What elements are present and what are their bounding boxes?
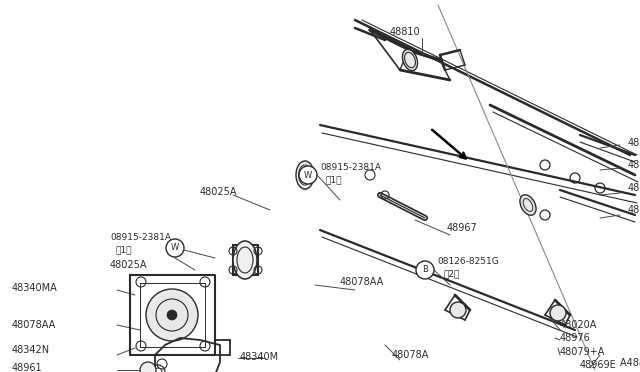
Text: B: B	[422, 266, 428, 275]
Text: 48079+A: 48079+A	[560, 347, 605, 357]
Text: W: W	[171, 244, 179, 253]
Text: 48342N: 48342N	[12, 345, 50, 355]
Text: 48035A: 48035A	[628, 160, 640, 170]
Ellipse shape	[233, 241, 257, 279]
Text: 08126-8251G: 08126-8251G	[437, 257, 499, 266]
Circle shape	[416, 261, 434, 279]
Circle shape	[166, 239, 184, 257]
Circle shape	[450, 302, 466, 318]
Text: 48025A: 48025A	[200, 187, 237, 197]
Text: 48020A: 48020A	[560, 320, 597, 330]
Circle shape	[299, 166, 317, 184]
Text: A488C 0048: A488C 0048	[620, 358, 640, 368]
Circle shape	[146, 289, 198, 341]
Text: （1）: （1）	[116, 246, 132, 254]
Ellipse shape	[403, 49, 417, 71]
Text: 48078AA: 48078AA	[340, 277, 384, 287]
Circle shape	[167, 310, 177, 320]
Text: 48078AA: 48078AA	[12, 320, 56, 330]
Text: 48810: 48810	[389, 27, 420, 37]
Text: 48969E: 48969E	[580, 360, 617, 370]
Text: （1）: （1）	[326, 176, 342, 185]
Text: 48820E: 48820E	[628, 138, 640, 148]
Text: 08915-2381A: 08915-2381A	[110, 234, 171, 243]
Text: 08915-2381A: 08915-2381A	[320, 164, 381, 173]
Text: 48025A: 48025A	[110, 260, 147, 270]
Ellipse shape	[520, 195, 536, 215]
Text: 48078A: 48078A	[392, 350, 429, 360]
Text: （2）: （2）	[443, 269, 460, 279]
Ellipse shape	[296, 161, 314, 189]
Circle shape	[550, 305, 566, 321]
Text: 48340M: 48340M	[240, 352, 279, 362]
Text: 48820: 48820	[628, 183, 640, 193]
Text: 48967: 48967	[447, 223, 477, 233]
Text: W: W	[304, 170, 312, 180]
Text: 48976: 48976	[560, 333, 591, 343]
Circle shape	[140, 362, 156, 372]
Text: 48340MA: 48340MA	[12, 283, 58, 293]
Text: 48860: 48860	[628, 205, 640, 215]
Text: 48961: 48961	[12, 363, 43, 372]
